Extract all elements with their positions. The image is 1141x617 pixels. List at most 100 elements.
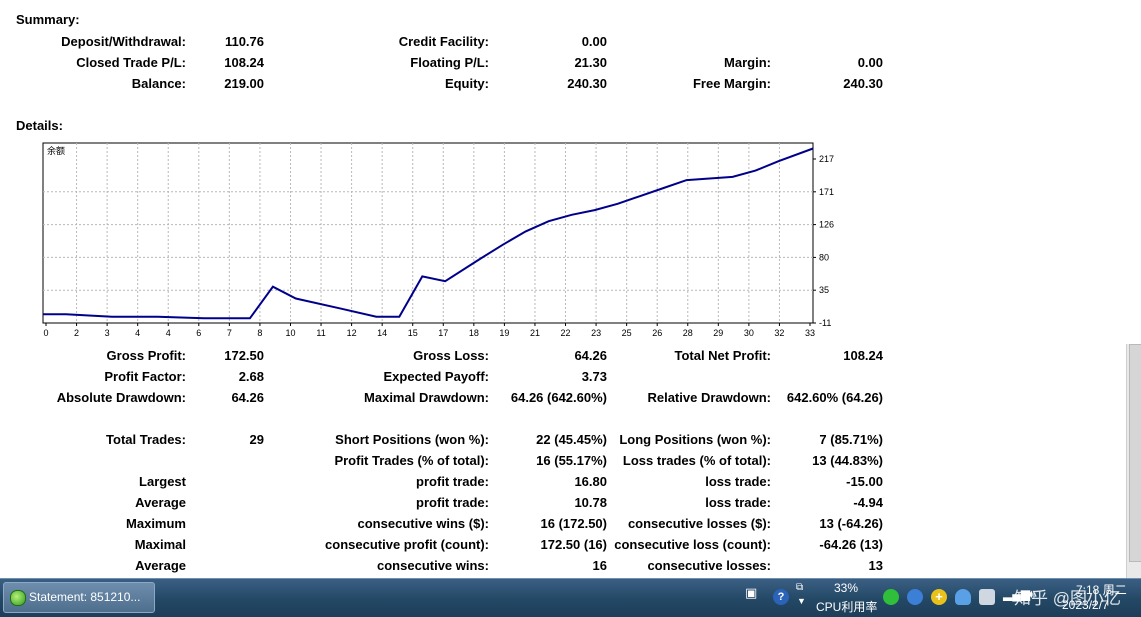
gross-loss-label: Gross Loss: <box>413 348 489 363</box>
equity-label: Equity: <box>444 76 489 91</box>
profit-factor-value: 2.68 <box>238 369 264 384</box>
profit-trades-value: 16 (55.17%) <box>536 453 607 468</box>
help-icon[interactable]: ? <box>773 589 789 605</box>
cloud-icon[interactable] <box>955 589 971 605</box>
short-positions-value: 22 (45.45%) <box>536 432 607 447</box>
total-trades-label: Total Trades: <box>106 432 186 447</box>
gross-profit-label: Gross Profit: <box>106 348 186 363</box>
maximal-label: Maximal <box>134 537 186 552</box>
largest-loss-label: loss trade: <box>705 474 771 489</box>
maximal-consec-loss-value: -64.26 (13) <box>819 537 883 552</box>
clock-date[interactable]: 2023/2/7 <box>1062 598 1109 612</box>
largest-profit-value: 16.80 <box>574 474 607 489</box>
maximal-consec-loss-label: consecutive loss (count): <box>614 537 771 552</box>
absolute-drawdown-value: 64.26 <box>231 390 264 405</box>
browser-icon <box>10 590 26 606</box>
x-tick-label: 4 <box>166 328 171 338</box>
maximal-consec-profit-label: consecutive profit (count): <box>325 537 489 552</box>
x-tick-label: 25 <box>622 328 632 338</box>
vertical-scrollbar[interactable] <box>1126 344 1141 578</box>
free-margin-label: Free Margin: <box>692 76 771 91</box>
average-loss-label: loss trade: <box>705 495 771 510</box>
y-tick-label: -11 <box>819 318 831 328</box>
avg-consec-wins-value: 16 <box>592 558 607 573</box>
cpu-usage-percent: 33% <box>834 581 859 595</box>
expected-payoff-value: 3.73 <box>581 369 607 384</box>
x-tick-label: 22 <box>561 328 571 338</box>
profit-trades-label: Profit Trades (% of total): <box>334 453 489 468</box>
y-tick-label: 171 <box>819 187 834 197</box>
taskbar: Statement: 851210... ▣ ? ⧉ ▼ 33% CPU利用率 … <box>0 578 1141 617</box>
equity-value: 240.30 <box>567 76 607 91</box>
taskbar-statement-button[interactable]: Statement: 851210... <box>3 582 155 613</box>
closed-trade-pl-label: Closed Trade P/L: <box>76 55 186 70</box>
y-tick-label: 126 <box>819 220 834 230</box>
largest-profit-label: profit trade: <box>416 474 489 489</box>
avg-consec-losses-label: consecutive losses: <box>647 558 771 573</box>
plot-frame <box>42 142 814 324</box>
y-tick-label: 217 <box>819 154 834 164</box>
loss-trades-value: 13 (44.83%) <box>812 453 883 468</box>
x-tick-label: 32 <box>774 328 784 338</box>
credit-facility-value: 0.00 <box>581 34 607 49</box>
average-profit-value: 10.78 <box>574 495 607 510</box>
x-tick-label: 8 <box>257 328 262 338</box>
max-consec-wins-value: 16 (172.50) <box>540 516 608 531</box>
margin-value: 0.00 <box>857 55 883 70</box>
x-tick-label: 2 <box>74 328 79 338</box>
total-trades-value: 29 <box>249 432 264 447</box>
x-tick-label: 33 <box>805 328 815 338</box>
plus-badge-icon[interactable]: + <box>931 589 947 605</box>
max-consec-losses-label: consecutive losses ($): <box>627 516 771 531</box>
x-tick-label: 4 <box>135 328 140 338</box>
relative-drawdown-value: 642.60% (64.26) <box>786 390 883 405</box>
x-tick-label: 7 <box>227 328 232 338</box>
long-positions-value: 7 (85.71%) <box>819 432 883 447</box>
tray-expand-icon[interactable]: ▼ <box>797 596 806 606</box>
window-switch-icon[interactable]: ⧉ <box>796 582 804 593</box>
max-consec-wins-label: consecutive wins ($): <box>357 516 489 531</box>
gross-loss-value: 64.26 <box>574 348 607 363</box>
floating-pl-label: Floating P/L: <box>410 55 489 70</box>
maximal-drawdown-value: 64.26 (642.60%) <box>510 390 607 405</box>
absolute-drawdown-label: Absolute Drawdown: <box>56 390 186 405</box>
gross-profit-value: 172.50 <box>224 348 264 363</box>
x-tick-label: 14 <box>377 328 387 338</box>
x-tick-label: 11 <box>316 328 325 338</box>
relative-drawdown-label: Relative Drawdown: <box>647 390 771 405</box>
margin-label: Margin: <box>724 55 771 70</box>
x-tick-label: 0 <box>43 328 48 338</box>
avg-consec-losses-value: 13 <box>868 558 883 573</box>
y-tick-label: 80 <box>819 252 829 262</box>
usb-device-icon[interactable] <box>979 589 995 605</box>
expected-payoff-label: Expected Payoff: <box>383 369 489 384</box>
x-tick-label: 15 <box>408 328 418 338</box>
volume-icon[interactable]: 🔊︎ <box>1028 587 1036 601</box>
signal-icon[interactable]: ▂▄▆ <box>1003 587 1030 601</box>
clock-time[interactable]: 7:18 周二 <box>1076 583 1127 597</box>
tray-overflow-icon[interactable]: ▣ <box>745 585 758 600</box>
closed-trade-pl-value: 108.24 <box>224 55 264 70</box>
x-tick-label: 6 <box>196 328 201 338</box>
x-tick-label: 12 <box>347 328 357 338</box>
free-margin-value: 240.30 <box>843 76 883 91</box>
average2-label: Average <box>135 558 186 573</box>
maximal-drawdown-label: Maximal Drawdown: <box>364 390 489 405</box>
x-tick-label: 28 <box>683 328 693 338</box>
balance-chart: 217 171 126 80 35 -11 0 2 3 4 4 6 7 8 10 11 12 14 15 17 18 19… <box>41 141 839 339</box>
chart-title: 余额 <box>47 145 65 156</box>
total-net-profit-label: Total Net Profit: <box>674 348 771 363</box>
balance-value: 219.00 <box>224 76 264 91</box>
wechat-icon[interactable] <box>883 589 899 605</box>
x-tick-label: 18 <box>469 328 479 338</box>
x-tick-label: 30 <box>744 328 754 338</box>
scrollbar-thumb[interactable] <box>1129 344 1141 562</box>
credit-facility-label: Credit Facility: <box>398 34 489 49</box>
x-tick-label: 19 <box>499 328 509 338</box>
network-globe-icon[interactable] <box>907 589 923 605</box>
x-tick-label: 29 <box>713 328 723 338</box>
x-tick-label: 21 <box>530 328 540 338</box>
balance-line <box>43 147 814 320</box>
x-tick-label: 26 <box>652 328 662 338</box>
